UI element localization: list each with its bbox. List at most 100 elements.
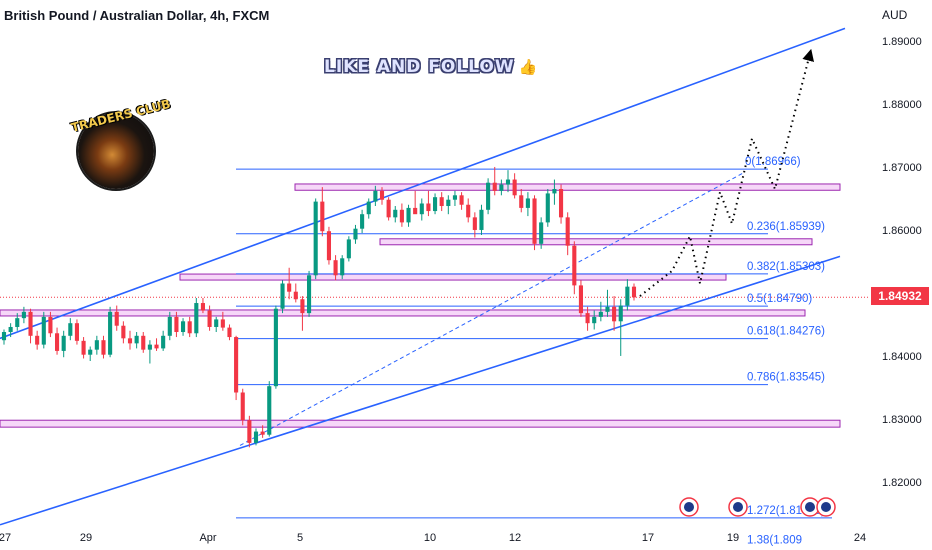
fib-level-label: 0.618(1.84276) bbox=[747, 326, 825, 338]
candle-body bbox=[28, 311, 33, 336]
candle-body bbox=[631, 286, 637, 298]
candle-body bbox=[353, 228, 358, 240]
candle-body bbox=[479, 209, 484, 230]
candle-body bbox=[147, 344, 152, 350]
candle-body bbox=[565, 217, 570, 246]
candle-body bbox=[545, 193, 550, 223]
candle-body bbox=[214, 319, 219, 327]
candle-body bbox=[340, 258, 345, 276]
candle-body bbox=[74, 323, 80, 341]
candle-body bbox=[612, 306, 617, 322]
candle-body bbox=[54, 333, 60, 351]
banner: LIKE AND FOLLOW 👍 bbox=[324, 57, 538, 77]
x-tick-label: 10 bbox=[424, 532, 436, 544]
candle-body bbox=[313, 201, 318, 276]
candle-body bbox=[174, 316, 179, 333]
candle-body bbox=[472, 217, 477, 230]
candle-body bbox=[194, 303, 199, 334]
x-tick-label: 27 bbox=[0, 532, 11, 544]
candle-body bbox=[532, 198, 537, 244]
candle-body bbox=[41, 316, 46, 345]
candle-body bbox=[227, 327, 232, 338]
candle-body bbox=[287, 283, 292, 292]
flag-icon bbox=[684, 502, 694, 512]
candle-body bbox=[121, 325, 126, 339]
flag-icon bbox=[805, 502, 815, 512]
support-resistance-zone bbox=[294, 183, 841, 191]
candle-body bbox=[101, 340, 106, 355]
candle-body bbox=[373, 190, 378, 202]
last-price-tag: 1.84932 bbox=[871, 287, 929, 305]
x-tick-label: 12 bbox=[509, 532, 521, 544]
projection-layer bbox=[639, 48, 815, 297]
candle-body bbox=[439, 197, 444, 207]
thumbs-up-icon: 👍 bbox=[518, 58, 539, 76]
candle-body bbox=[386, 199, 391, 218]
candle-body bbox=[8, 326, 13, 333]
candle-body bbox=[598, 311, 603, 317]
support-resistance-zone bbox=[0, 419, 841, 428]
support-resistance-zone bbox=[0, 309, 806, 317]
candle-body bbox=[68, 323, 73, 336]
candle-body bbox=[220, 319, 225, 328]
projection-path bbox=[639, 48, 815, 297]
candle-body bbox=[578, 285, 584, 314]
candle-body bbox=[88, 349, 93, 355]
candle-body bbox=[459, 195, 464, 205]
support-resistance-zone bbox=[179, 273, 727, 281]
candle-body bbox=[346, 239, 351, 259]
candle-body bbox=[141, 335, 146, 350]
channel-layer bbox=[0, 27, 846, 526]
candle-body bbox=[592, 316, 597, 324]
fibonacci-layer: 0(1.86966) 0.236(1.85939) 0.382(1.85303) 0.… bbox=[236, 156, 832, 546]
candle-body bbox=[379, 190, 385, 200]
fib-level-label: 0.786(1.83545) bbox=[747, 372, 825, 384]
candle-body bbox=[167, 316, 172, 336]
candle-body bbox=[61, 335, 66, 351]
candle-body bbox=[525, 198, 530, 208]
candle-body bbox=[267, 386, 272, 435]
candle-body bbox=[413, 207, 418, 215]
candle-body bbox=[426, 203, 431, 212]
support-resistance-zone bbox=[379, 238, 813, 246]
banner-text: LIKE AND FOLLOW bbox=[324, 57, 515, 77]
currency-label: AUD bbox=[882, 8, 908, 22]
candle-body bbox=[161, 335, 166, 349]
candle-body bbox=[625, 286, 630, 306]
candle-body bbox=[108, 311, 113, 355]
candle-body bbox=[326, 231, 332, 261]
candle-body bbox=[280, 283, 285, 309]
candle-body bbox=[618, 305, 623, 322]
candle-body bbox=[180, 321, 186, 333]
y-tick-label: 1.82000 bbox=[882, 477, 922, 489]
x-tick-label: 29 bbox=[80, 532, 92, 544]
candle-body bbox=[393, 209, 398, 218]
candle-body bbox=[605, 306, 610, 312]
y-tick-label: 1.86000 bbox=[882, 225, 922, 237]
channel-upper-line bbox=[0, 27, 846, 340]
flag-icon bbox=[733, 502, 743, 512]
candle-body bbox=[114, 311, 119, 326]
x-tick-label: 19 bbox=[727, 532, 739, 544]
fib-level-label: 0.382(1.85303) bbox=[747, 261, 825, 273]
candle-body bbox=[1, 332, 7, 341]
channel-lower-line bbox=[0, 255, 841, 526]
candle-body bbox=[558, 189, 564, 218]
candle-body bbox=[452, 195, 458, 200]
candle-body bbox=[492, 182, 497, 191]
candle-body bbox=[432, 197, 438, 212]
y-tick-label: 1.89000 bbox=[882, 36, 922, 48]
candle-body bbox=[505, 179, 511, 185]
candle-body bbox=[406, 207, 411, 223]
candle-body bbox=[234, 337, 239, 393]
candle-body bbox=[552, 189, 557, 194]
candle-body bbox=[333, 260, 338, 276]
x-tick-label: Apr bbox=[199, 532, 216, 544]
candle-body bbox=[366, 201, 371, 215]
axis-layer: 1.890001.880001.870001.860001.850001.840… bbox=[0, 36, 922, 544]
candle-body bbox=[306, 275, 312, 314]
candle-body bbox=[187, 321, 192, 334]
candle-body bbox=[419, 203, 424, 215]
chart-title: British Pound / Australian Dollar, 4h, F… bbox=[4, 8, 270, 23]
